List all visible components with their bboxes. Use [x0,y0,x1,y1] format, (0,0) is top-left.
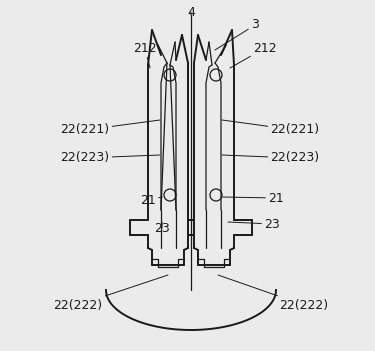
Text: 21: 21 [222,192,284,205]
Text: 4: 4 [187,6,195,19]
Text: 212: 212 [133,41,157,68]
Text: 23: 23 [154,221,170,234]
Text: 22(223): 22(223) [60,152,160,165]
Text: 212: 212 [230,41,277,68]
Text: 21: 21 [140,193,162,206]
Text: 22(222): 22(222) [53,275,168,311]
Text: 22(221): 22(221) [60,120,160,137]
Text: 22(222): 22(222) [218,275,328,311]
Text: 3: 3 [215,19,259,50]
Text: 22(221): 22(221) [222,120,320,137]
Text: 23: 23 [228,218,280,231]
Text: 22(223): 22(223) [222,152,320,165]
